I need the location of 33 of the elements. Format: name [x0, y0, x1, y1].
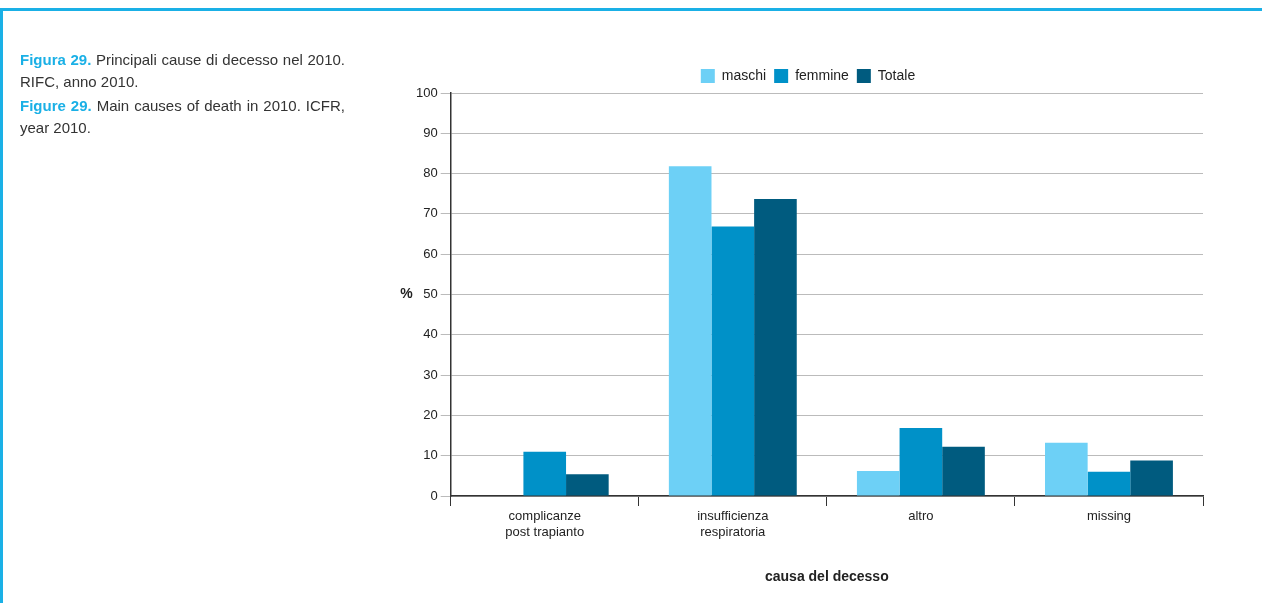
x-tick-label: complicanze post trapianto [505, 508, 585, 539]
bar [754, 198, 797, 496]
bar [1045, 442, 1088, 496]
bar [899, 427, 943, 496]
y-tick-label: 0 [430, 487, 438, 503]
y-axis-title: % [400, 285, 414, 302]
bar [856, 471, 900, 496]
y-tick-label: 30 [423, 366, 438, 382]
x-tick-label: insufficienza respiratoria [697, 508, 770, 539]
y-tick-label: 70 [423, 205, 438, 221]
x-axis-title: causa del decesso [764, 568, 889, 585]
x-tick-label: missing [1086, 508, 1131, 524]
legend-label: Totale [877, 66, 916, 83]
legend-label: maschi [721, 66, 767, 83]
text: Figure 29. Main causes of death in 2010. ICFR, year 2010. [20, 97, 345, 136]
x-tick-label: altro [908, 508, 934, 524]
legend-label: femmine [795, 66, 850, 83]
y-tick-label: 40 [423, 326, 438, 342]
bar [668, 166, 712, 496]
bar [1130, 460, 1173, 496]
y-tick-label: 80 [423, 165, 438, 181]
y-tick-label: 10 [423, 447, 438, 463]
text: Figura 29. Principali cause di decesso nel 2010. RIFC, anno 2010. [20, 51, 345, 90]
bar [711, 226, 755, 496]
y-tick-label: 20 [423, 406, 438, 422]
y-tick-label: 90 [423, 124, 438, 140]
bar [942, 446, 985, 496]
bar [523, 451, 567, 496]
bar [566, 474, 609, 496]
bar [1087, 471, 1131, 496]
y-tick-label: 50 [423, 286, 438, 302]
y-tick-label: 100 [415, 84, 438, 100]
y-tick-label: 60 [423, 245, 438, 261]
